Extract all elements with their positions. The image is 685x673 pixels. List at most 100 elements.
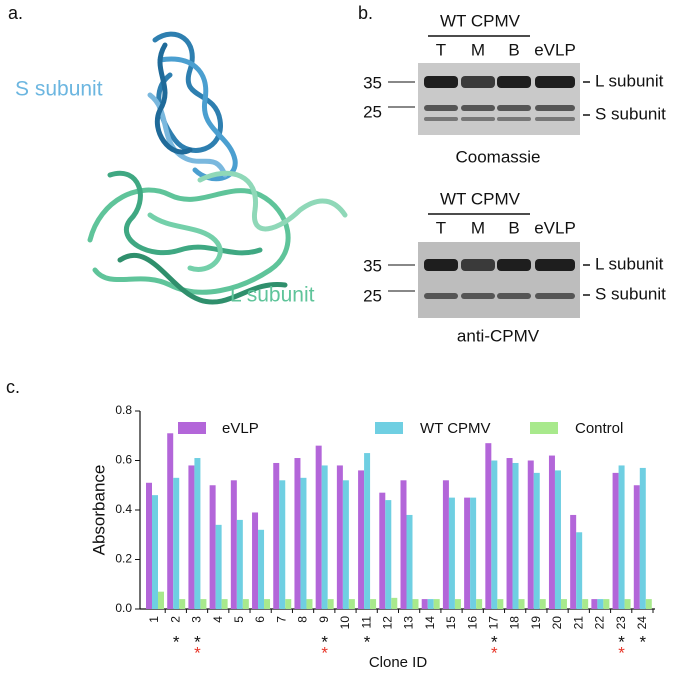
bar xyxy=(273,462,280,609)
x-tick-label: 21 xyxy=(571,616,585,630)
y-tick-label: 0.0 xyxy=(115,601,132,615)
x-tick-label: 17 xyxy=(487,616,501,630)
marker-label: 25 xyxy=(363,102,382,121)
band xyxy=(497,117,531,121)
band xyxy=(535,259,575,271)
x-tick-label: 1 xyxy=(147,616,161,623)
bar xyxy=(470,497,477,609)
band xyxy=(461,117,495,121)
band-label: L subunit xyxy=(595,254,664,273)
bar xyxy=(336,465,343,609)
x-tick-label: 7 xyxy=(274,616,288,623)
lane-label: M xyxy=(471,40,485,59)
l-subunit-label: L subunit xyxy=(230,284,315,307)
bar xyxy=(342,480,349,609)
bar xyxy=(406,514,413,609)
x-tick-label: 24 xyxy=(635,616,649,630)
bar xyxy=(167,433,174,609)
bar xyxy=(448,497,455,609)
legend-label: WT CPMV xyxy=(420,420,491,437)
bar xyxy=(512,462,519,609)
marker-label: 35 xyxy=(363,256,382,275)
significance-mark: * xyxy=(194,632,201,651)
s-subunit-label: S subunit xyxy=(15,78,103,101)
x-tick-label: 16 xyxy=(465,616,479,630)
ribbon xyxy=(87,187,291,295)
band xyxy=(497,76,531,88)
bar xyxy=(327,599,334,609)
s-subunit-ribbon xyxy=(147,31,238,182)
bar xyxy=(639,467,646,609)
band-label: S subunit xyxy=(595,284,666,303)
ribbon xyxy=(117,252,288,305)
x-tick-label: 2 xyxy=(168,616,182,623)
bar xyxy=(560,599,567,609)
band xyxy=(535,293,575,299)
bar xyxy=(294,458,301,609)
significance-mark: * xyxy=(618,632,625,651)
y-tick-label: 0.4 xyxy=(115,502,132,516)
lane-label: B xyxy=(508,40,519,59)
x-tick-label: 13 xyxy=(402,616,416,630)
bar xyxy=(209,485,216,609)
bar xyxy=(618,465,625,609)
bar xyxy=(215,524,222,609)
bar xyxy=(570,514,577,609)
y-axis-label: Absorbance xyxy=(89,465,108,556)
bar xyxy=(279,480,286,609)
bar xyxy=(242,599,249,609)
bar xyxy=(576,532,583,609)
bar xyxy=(379,492,386,609)
x-tick-label: 10 xyxy=(338,616,352,630)
bar xyxy=(194,458,201,609)
bar xyxy=(200,599,207,609)
bar xyxy=(230,480,237,609)
lane-label: M xyxy=(471,218,485,237)
ribbon xyxy=(154,42,193,155)
x-tick-label: 4 xyxy=(211,616,225,623)
x-tick-label: 19 xyxy=(529,616,543,630)
band xyxy=(424,76,458,88)
band xyxy=(424,293,458,299)
bar xyxy=(252,512,259,609)
bar xyxy=(491,460,498,609)
significance-mark: * xyxy=(194,643,201,662)
bar xyxy=(258,529,265,609)
bar xyxy=(485,443,492,609)
bar xyxy=(603,599,610,609)
lane-label: eVLP xyxy=(534,40,576,59)
marker-label: 25 xyxy=(363,286,382,305)
bar xyxy=(236,519,243,609)
bar xyxy=(152,495,158,609)
x-tick-label: 22 xyxy=(593,616,607,630)
bar xyxy=(364,453,371,609)
bar xyxy=(400,480,407,609)
marker-label: 35 xyxy=(363,73,382,92)
bar xyxy=(221,599,228,609)
bar xyxy=(391,597,398,609)
bar xyxy=(582,599,589,609)
bar xyxy=(421,599,428,609)
bar xyxy=(358,470,365,609)
blot xyxy=(418,242,580,318)
bar xyxy=(264,599,271,609)
blot xyxy=(418,63,580,135)
bar xyxy=(306,599,313,609)
lane-label: T xyxy=(436,218,446,237)
legend-label: Control xyxy=(575,420,623,437)
bar xyxy=(539,599,546,609)
legend-swatch xyxy=(530,422,558,434)
x-tick-label: 18 xyxy=(508,616,522,630)
band xyxy=(535,76,575,88)
bar xyxy=(173,477,180,609)
band xyxy=(497,259,531,271)
panel-label: a. xyxy=(8,3,23,23)
lane-label: eVLP xyxy=(534,218,576,237)
bar xyxy=(188,465,195,609)
x-tick-label: 12 xyxy=(380,616,394,630)
x-tick-label: 5 xyxy=(232,616,246,623)
ribbon xyxy=(147,212,223,272)
bar xyxy=(370,599,377,609)
significance-mark: * xyxy=(491,643,498,662)
